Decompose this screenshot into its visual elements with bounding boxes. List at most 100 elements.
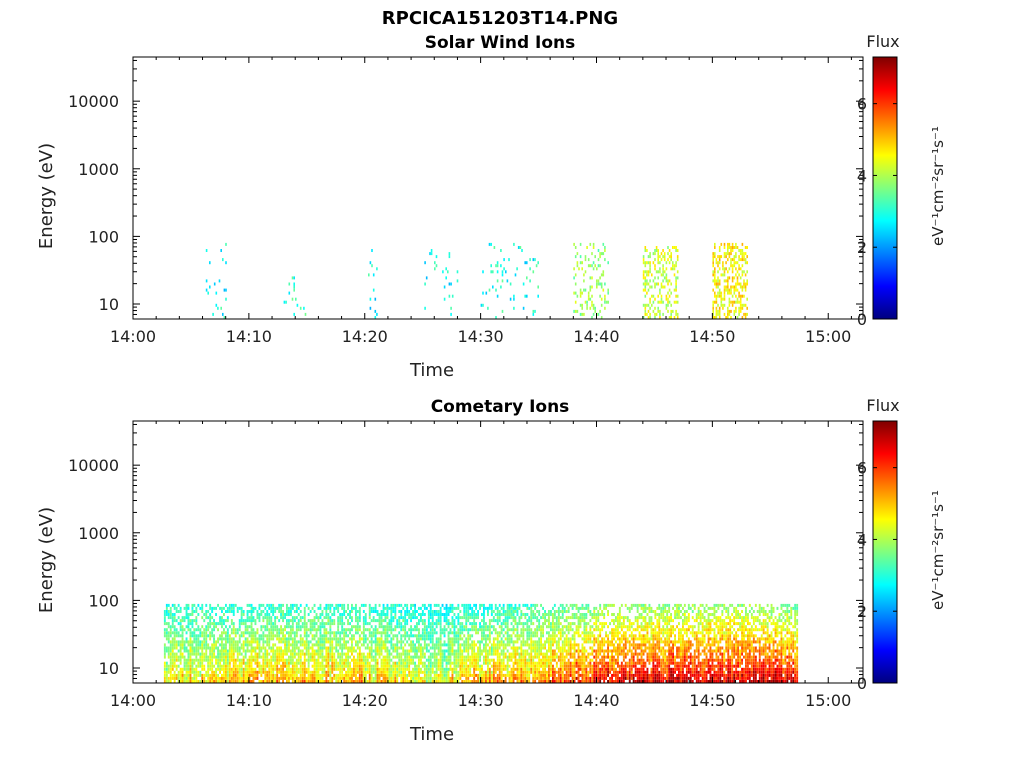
flux-cell <box>242 640 245 644</box>
flux-cell <box>743 252 745 256</box>
flux-cell <box>676 249 679 252</box>
flux-cell <box>657 249 659 252</box>
flux-cell <box>315 670 318 674</box>
flux-cell <box>333 658 336 662</box>
flux-cell <box>301 673 304 677</box>
flux-cell <box>548 661 550 665</box>
flux-cell <box>746 261 748 265</box>
flux-cell <box>360 676 363 680</box>
flux-cell <box>225 637 227 641</box>
flux-cell <box>569 637 572 641</box>
flux-cell <box>565 625 568 629</box>
flux-cell <box>530 658 533 662</box>
flux-cell <box>532 613 535 616</box>
flux-cell <box>260 610 263 613</box>
flux-cell <box>544 658 546 662</box>
flux-cell <box>441 631 444 635</box>
flux-cell <box>447 652 450 656</box>
flux-cell <box>550 673 552 677</box>
flux-cell <box>242 646 245 650</box>
flux-cell <box>480 303 483 307</box>
flux-cell <box>416 673 418 677</box>
flux-cell <box>425 667 428 671</box>
flux-cell <box>488 670 491 674</box>
flux-cell <box>329 628 332 632</box>
flux-cell <box>451 640 454 644</box>
flux-cell <box>467 603 470 607</box>
flux-cell <box>508 640 511 644</box>
flux-cell <box>165 628 168 632</box>
flux-cell <box>270 664 273 668</box>
flux-cell <box>488 652 491 656</box>
flux-cell <box>331 680 334 683</box>
flux-cell <box>565 676 568 680</box>
flux-cell <box>457 613 460 616</box>
flux-cell <box>437 649 440 653</box>
flux-cell <box>553 640 556 644</box>
flux-cell <box>728 267 731 271</box>
flux-cell <box>329 658 332 662</box>
flux-cell <box>565 667 568 671</box>
flux-cell <box>488 680 491 683</box>
flux-cell <box>193 631 196 635</box>
flux-cell <box>315 640 318 644</box>
flux-cell <box>293 673 296 677</box>
flux-cell <box>575 616 578 620</box>
flux-cell <box>213 652 215 656</box>
flux-cell <box>662 300 664 304</box>
flux-cell <box>179 667 182 671</box>
flux-cell <box>167 652 170 656</box>
flux-cell <box>291 631 294 635</box>
flux-cell <box>471 625 474 629</box>
flux-cell <box>600 297 603 301</box>
flux-cell <box>165 603 168 607</box>
flux-cell <box>270 610 273 613</box>
flux-cell <box>667 282 669 286</box>
flux-cell <box>252 616 255 620</box>
flux-cell <box>514 676 517 680</box>
flux-cell <box>589 264 592 268</box>
flux-cell <box>343 603 346 607</box>
flux-cell <box>185 680 188 683</box>
flux-cell <box>421 628 424 632</box>
flux-cell <box>482 291 484 295</box>
flux-cell <box>351 634 353 638</box>
flux-cell <box>382 610 385 613</box>
flux-cell <box>309 670 312 674</box>
flux-cell <box>268 670 271 674</box>
flux-cell <box>392 619 395 623</box>
flux-cell <box>514 610 517 613</box>
flux-cell <box>508 670 511 674</box>
flux-cell <box>187 652 190 656</box>
flux-cell <box>341 603 344 607</box>
flux-cell <box>536 640 539 644</box>
flux-cell <box>453 625 456 629</box>
flux-cell <box>260 667 263 671</box>
flux-cell <box>203 643 206 647</box>
flux-cell <box>532 664 535 668</box>
flux-cell <box>577 680 580 683</box>
flux-cell <box>546 625 548 629</box>
flux-cell <box>242 658 245 662</box>
flux-cell <box>503 258 505 262</box>
flux-cell <box>307 661 310 665</box>
flux-cell <box>563 658 566 662</box>
flux-cell <box>455 667 458 671</box>
flux-cell <box>522 655 525 659</box>
flux-cell <box>250 619 253 623</box>
flux-cell <box>339 664 342 668</box>
flux-cell <box>272 664 275 668</box>
flux-cell <box>268 667 271 671</box>
flux-cell <box>577 658 580 662</box>
flux-cell <box>274 655 277 659</box>
flux-cell <box>398 664 401 668</box>
flux-cell <box>494 661 497 665</box>
flux-cell <box>524 649 527 653</box>
flux-cell <box>557 625 560 629</box>
flux-cell <box>441 680 444 683</box>
flux-cell <box>345 661 347 665</box>
flux-cell <box>256 661 259 665</box>
flux-cell <box>443 652 446 656</box>
flux-cell <box>293 282 295 286</box>
flux-cell <box>341 622 344 626</box>
